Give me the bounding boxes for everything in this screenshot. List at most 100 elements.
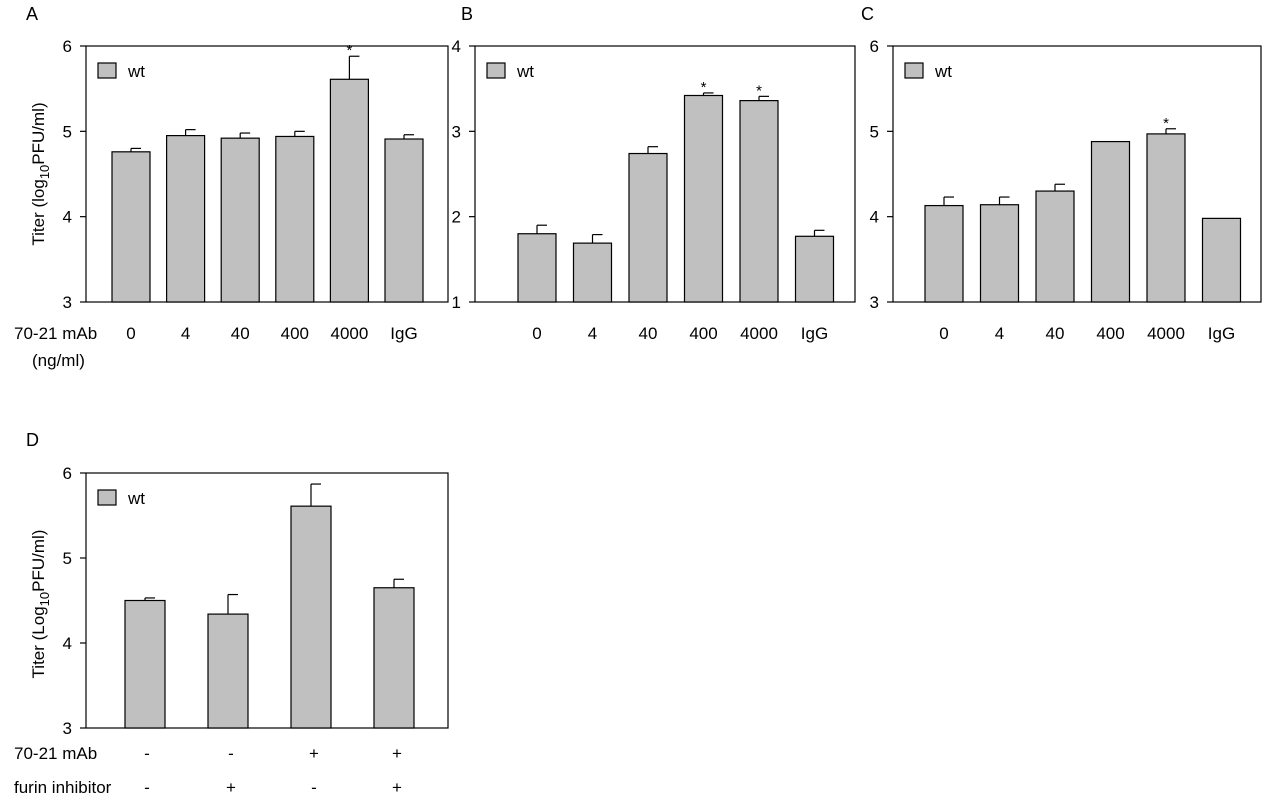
bar [572, 242, 613, 303]
category-label: 4 [588, 324, 597, 343]
category-label: 40 [639, 324, 658, 343]
y-axis-label-prefix: Titer (Log [29, 606, 48, 678]
y-tick-label: 2 [452, 208, 461, 227]
legend-swatch [97, 62, 117, 79]
category-label: 0 [939, 324, 948, 343]
row-value: - [144, 744, 150, 763]
y-tick-label: 3 [452, 122, 461, 141]
bar [794, 235, 835, 303]
y-axis-label-suffix: PFU/ml) [29, 102, 48, 164]
row-label: 70-21 mAb [14, 744, 97, 763]
row-value: + [226, 778, 236, 797]
y-tick-label: 4 [870, 208, 879, 227]
bar [517, 233, 557, 303]
bar [628, 152, 668, 303]
y-tick-label: 6 [63, 37, 72, 56]
row-value: - [311, 778, 317, 797]
y-tick-label: 3 [63, 293, 72, 312]
row-label-unit: (ng/ml) [32, 351, 85, 370]
category-label: 400 [689, 324, 717, 343]
category-label: IgG [801, 324, 828, 343]
legend-label: wt [516, 62, 534, 81]
bar [166, 135, 206, 303]
bar [207, 613, 249, 729]
panel-letter: B [461, 4, 473, 24]
bar [124, 599, 166, 729]
y-tick-label: 1 [452, 293, 461, 312]
bar [1035, 190, 1075, 303]
y-axis-label-suffix: PFU/ml) [29, 530, 48, 592]
category-label: 4 [995, 324, 1004, 343]
bar [1146, 133, 1186, 303]
y-tick-label: 6 [870, 37, 879, 56]
y-axis-label: Titer (Log10PFU/ml) [29, 530, 52, 679]
bar [683, 94, 724, 303]
y-axis-label: Titer (log10PFU/ml) [29, 102, 52, 245]
y-tick-label: 3 [870, 293, 879, 312]
bar [1201, 217, 1242, 303]
y-axis-label-prefix: Titer (log [29, 179, 48, 245]
bar [373, 587, 415, 729]
bar [1090, 140, 1131, 303]
y-tick-label: 4 [63, 634, 72, 653]
significance-marker: * [346, 42, 352, 59]
y-axis-label-subscript: 10 [37, 592, 52, 606]
y-tick-label: 3 [63, 719, 72, 738]
row-value: - [144, 778, 150, 797]
row-value: + [392, 778, 402, 797]
category-label: IgG [1208, 324, 1235, 343]
significance-marker: * [1163, 115, 1169, 132]
bar [739, 100, 779, 303]
plot-frame [85, 472, 449, 729]
category-label: 0 [532, 324, 541, 343]
significance-marker: * [701, 79, 707, 96]
category-label: 4000 [330, 324, 368, 343]
bar [979, 204, 1020, 303]
category-label: 40 [1046, 324, 1065, 343]
y-tick-label: 4 [63, 208, 72, 227]
category-label: IgG [390, 324, 417, 343]
category-label: 400 [281, 324, 309, 343]
category-label: 4000 [740, 324, 778, 343]
legend-label: wt [934, 62, 952, 81]
legend-swatch [486, 62, 506, 79]
panel-letter: D [26, 430, 39, 450]
bar [111, 151, 151, 303]
y-tick-label: 5 [870, 122, 879, 141]
y-axis-label-subscript: 10 [37, 165, 52, 179]
legend-swatch [904, 62, 924, 79]
panel-letter: A [26, 4, 38, 24]
panel-d: D 3 4 5 6 Titer (Log10PFU/ml) wt 70-21 mAb furin… [14, 430, 449, 797]
row-value: - [228, 744, 234, 763]
legend-swatch [97, 489, 117, 506]
bar [924, 204, 964, 303]
panel-a: A 3 4 5 6 Titer (log10PFU/ml) 0 4 40 400 * 4000 IgG w… [14, 4, 449, 370]
y-tick-label: 5 [63, 549, 72, 568]
bar [220, 137, 260, 303]
category-label: 400 [1096, 324, 1124, 343]
bar [329, 78, 369, 303]
significance-marker: * [756, 82, 762, 99]
category-label: 0 [126, 324, 135, 343]
row-value: + [392, 744, 402, 763]
row-label: furin inhibitor [14, 778, 112, 797]
y-tick-label: 4 [452, 37, 461, 56]
legend-label: wt [127, 489, 145, 508]
category-label: 40 [231, 324, 250, 343]
plot-frame [85, 45, 449, 303]
bar [384, 138, 424, 303]
category-label: 4000 [1147, 324, 1185, 343]
row-value: + [309, 744, 319, 763]
panel-letter: C [861, 4, 874, 24]
row-label: 70-21 mAb [14, 324, 97, 343]
panel-c: C 3 4 5 6 0 4 40 400 * 4000 IgG wt [861, 4, 1262, 343]
y-tick-label: 6 [63, 464, 72, 483]
bar [290, 505, 332, 729]
y-tick-label: 5 [63, 122, 72, 141]
category-label: 4 [181, 324, 190, 343]
legend-label: wt [127, 62, 145, 81]
plot-frame [892, 45, 1262, 303]
bar [275, 135, 315, 303]
